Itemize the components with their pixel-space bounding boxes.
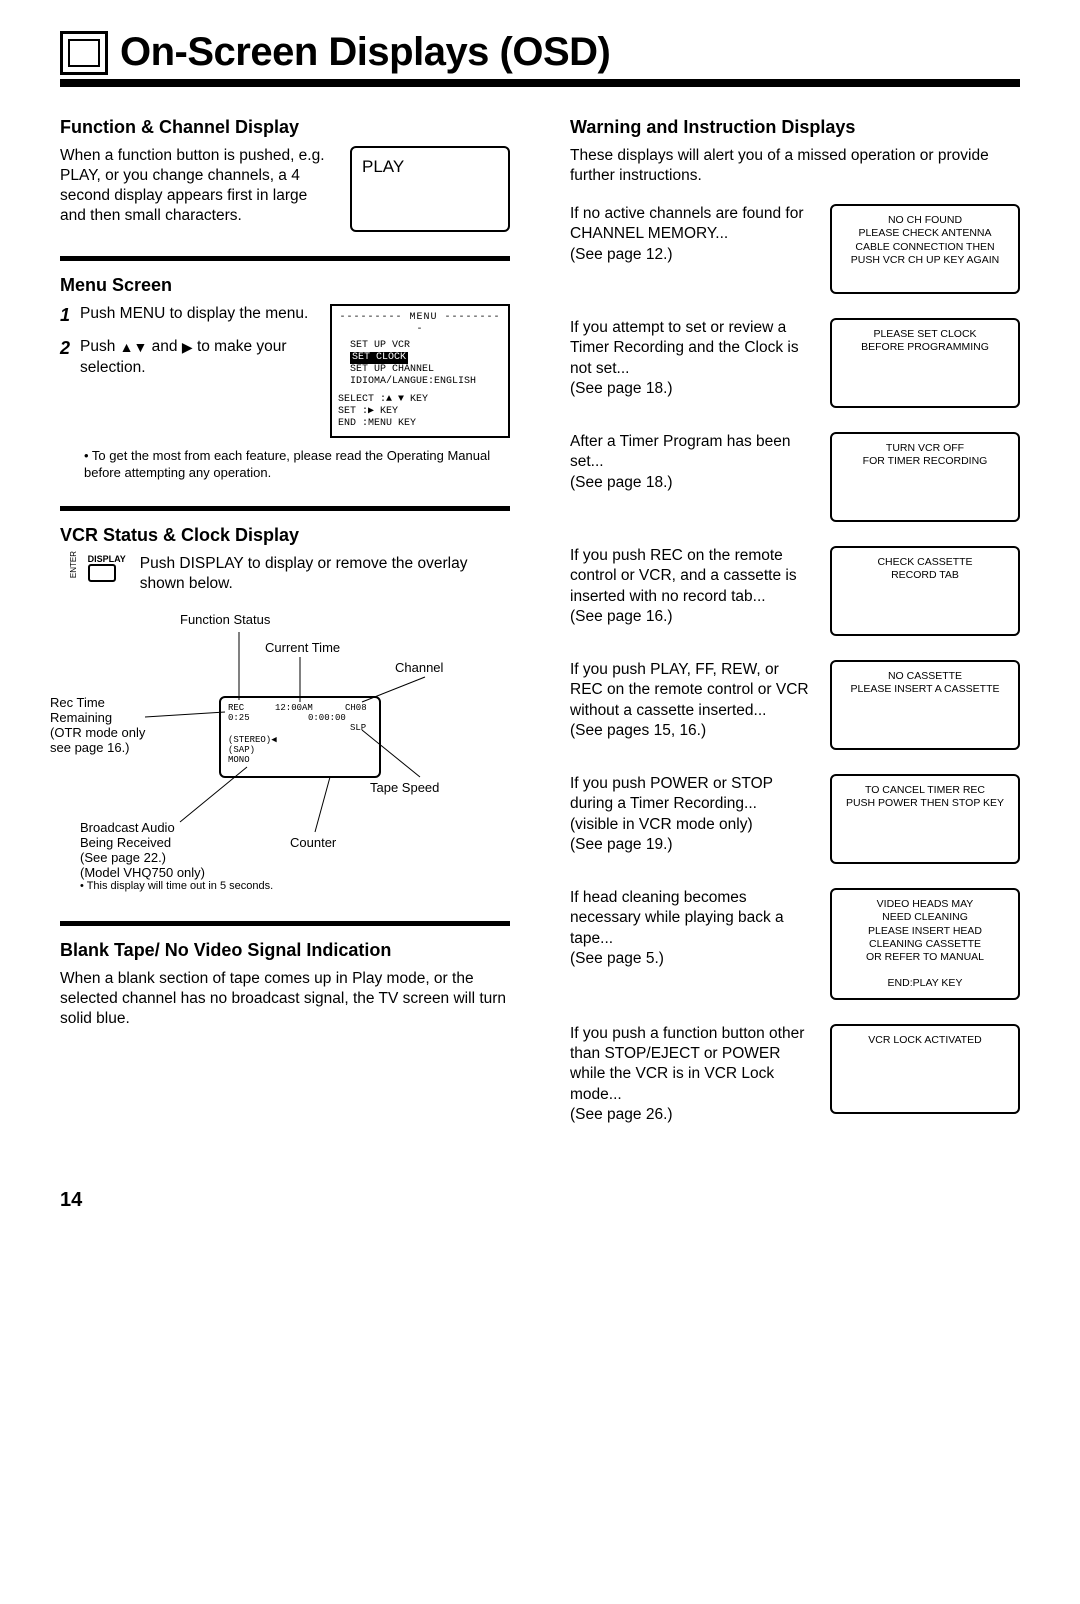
warning-row: After a Timer Program has been set... (S… bbox=[570, 432, 1020, 522]
warning-desc: If head cleaning becomes necessary while… bbox=[570, 888, 812, 969]
svg-text:Channel: Channel bbox=[395, 660, 444, 675]
warning-row: If no active channels are found for CHAN… bbox=[570, 204, 1020, 294]
warning-desc: If no active channels are found for CHAN… bbox=[570, 204, 812, 264]
box-rec: REC bbox=[228, 703, 245, 713]
warning-row: If you attempt to set or review a Timer … bbox=[570, 318, 1020, 408]
divider bbox=[60, 921, 510, 926]
svg-text:Current Time: Current Time bbox=[265, 640, 340, 655]
warning-osd-box: PLEASE SET CLOCK BEFORE PROGRAMMING bbox=[830, 318, 1020, 408]
status-text: Push DISPLAY to display or remove the ov… bbox=[140, 554, 510, 594]
warning-desc: If you push a function button other than… bbox=[570, 1024, 812, 1125]
warning-row: If you push POWER or STOP during a Timer… bbox=[570, 774, 1020, 864]
divider bbox=[60, 256, 510, 261]
svg-text:Being Received: Being Received bbox=[80, 835, 171, 850]
menu-heading: Menu Screen bbox=[60, 275, 510, 296]
warning-desc: If you push PLAY, FF, REW, or REC on the… bbox=[570, 660, 812, 741]
svg-text:(OTR mode only: (OTR mode only bbox=[50, 725, 146, 740]
svg-text:(STEREO)◀: (STEREO)◀ bbox=[228, 735, 277, 745]
svg-text:Remaining: Remaining bbox=[50, 710, 112, 725]
menu-osd-box: --------- MENU --------- SET UP VCR SET … bbox=[330, 304, 510, 438]
svg-text:0:00:00: 0:00:00 bbox=[308, 713, 346, 723]
tv-icon bbox=[60, 31, 108, 75]
svg-text:CH08: CH08 bbox=[345, 703, 367, 713]
status-diagram: .lbl{font:13px Arial;} .sml{font:11px Ar… bbox=[50, 602, 510, 897]
menu-note: • To get the most from each feature, ple… bbox=[60, 448, 510, 482]
svg-text:Tape Speed: Tape Speed bbox=[370, 780, 439, 795]
left-column: Function & Channel Display When a functi… bbox=[60, 117, 510, 1029]
menu-step-1: 1 Push MENU to display the menu. bbox=[60, 304, 312, 327]
func-heading: Function & Channel Display bbox=[60, 117, 510, 138]
page-number: 14 bbox=[60, 1189, 1020, 1212]
warning-osd-box: VIDEO HEADS MAY NEED CLEANING PLEASE INS… bbox=[830, 888, 1020, 1000]
warning-desc: If you push REC on the remote control or… bbox=[570, 546, 812, 627]
svg-text:Broadcast Audio: Broadcast Audio bbox=[80, 820, 175, 835]
svg-text:(SAP): (SAP) bbox=[228, 745, 255, 755]
warning-osd-box: VCR LOCK ACTIVATED bbox=[830, 1024, 1020, 1114]
svg-text:(Model VHQ750 only): (Model VHQ750 only) bbox=[80, 865, 205, 880]
right-column: Warning and Instruction Displays These d… bbox=[570, 117, 1020, 1149]
warning-intro: These displays will alert you of a misse… bbox=[570, 146, 1020, 186]
func-text: When a function button is pushed, e.g. P… bbox=[60, 146, 332, 227]
play-osd-box: PLAY bbox=[350, 146, 510, 232]
svg-text:Counter: Counter bbox=[290, 835, 337, 850]
svg-text:see page 16.): see page 16.) bbox=[50, 740, 130, 755]
blank-text: When a blank section of tape comes up in… bbox=[60, 969, 510, 1029]
menu-steps: 1 Push MENU to display the menu. 2 Push … bbox=[60, 304, 312, 388]
warning-row: If you push a function button other than… bbox=[570, 1024, 1020, 1125]
page-title: On-Screen Displays (OSD) bbox=[120, 30, 610, 75]
svg-text:12:00AM: 12:00AM bbox=[275, 703, 313, 713]
warning-osd-box: TO CANCEL TIMER REC PUSH POWER THEN STOP… bbox=[830, 774, 1020, 864]
svg-text:0:25: 0:25 bbox=[228, 713, 250, 723]
warning-osd-box: TURN VCR OFF FOR TIMER RECORDING bbox=[830, 432, 1020, 522]
svg-text:(See page 22.): (See page 22.) bbox=[80, 850, 166, 865]
warning-row: If head cleaning becomes necessary while… bbox=[570, 888, 1020, 1000]
svg-text:MONO: MONO bbox=[228, 755, 250, 765]
status-heading: VCR Status & Clock Display bbox=[60, 525, 510, 546]
play-label: PLAY bbox=[362, 156, 498, 177]
warning-desc: After a Timer Program has been set... (S… bbox=[570, 432, 812, 492]
warning-osd-box: NO CASSETTE PLEASE INSERT A CASSETTE bbox=[830, 660, 1020, 750]
warning-row: If you push REC on the remote control or… bbox=[570, 546, 1020, 636]
svg-text:• This display will time out i: • This display will time out in 5 second… bbox=[80, 880, 273, 892]
svg-text:Rec Time: Rec Time bbox=[50, 695, 105, 710]
menu-step-2: 2 Push ▲▼ and ▶ to make your selection. bbox=[60, 337, 312, 377]
warning-desc: If you push POWER or STOP during a Timer… bbox=[570, 774, 812, 855]
page-header: On-Screen Displays (OSD) bbox=[60, 30, 1020, 87]
svg-text:Function Status: Function Status bbox=[180, 612, 271, 627]
divider bbox=[60, 506, 510, 511]
warning-osd-box: NO CH FOUND PLEASE CHECK ANTENNA CABLE C… bbox=[830, 204, 1020, 294]
warning-heading: Warning and Instruction Displays bbox=[570, 117, 1020, 138]
warning-osd-box: CHECK CASSETTE RECORD TAB bbox=[830, 546, 1020, 636]
display-button-icon: ENTER DISPLAY bbox=[60, 554, 126, 582]
blank-heading: Blank Tape/ No Video Signal Indication bbox=[60, 940, 510, 961]
warning-row: If you push PLAY, FF, REW, or REC on the… bbox=[570, 660, 1020, 750]
warning-desc: If you attempt to set or review a Timer … bbox=[570, 318, 812, 399]
